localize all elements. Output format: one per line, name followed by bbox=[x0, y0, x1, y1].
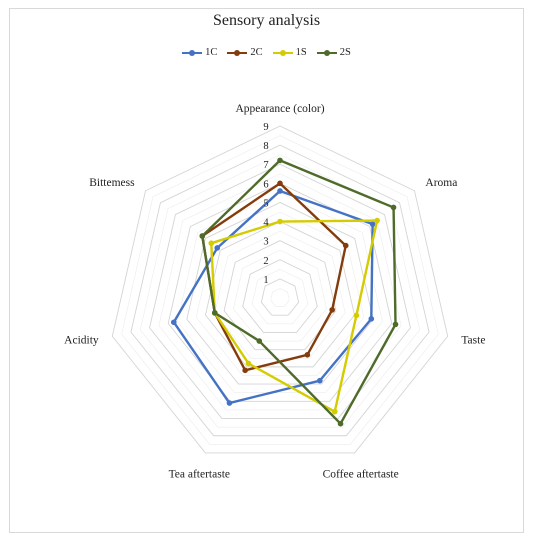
axis-label: Appearance (color) bbox=[235, 103, 324, 115]
axis-label: Taste bbox=[461, 334, 485, 346]
data-point bbox=[392, 321, 399, 328]
scale-label: 3 bbox=[263, 237, 268, 248]
grid-ring bbox=[186, 201, 374, 385]
legend: 1C 2C 1S 2S bbox=[0, 47, 533, 58]
grid-ring bbox=[130, 144, 430, 437]
legend-label: 2S bbox=[339, 47, 351, 58]
data-point bbox=[374, 217, 380, 224]
data-point bbox=[331, 408, 338, 415]
legend-label: 1S bbox=[295, 47, 307, 58]
axis-label: Coffee aftertaste bbox=[323, 469, 399, 481]
grid-ring-minor bbox=[214, 230, 346, 359]
legend-item: 1S bbox=[272, 47, 307, 58]
grid-ring bbox=[111, 125, 449, 454]
data-point bbox=[329, 307, 335, 313]
data-point bbox=[242, 367, 248, 374]
data-point bbox=[337, 420, 344, 427]
grid-ring bbox=[149, 163, 411, 419]
grid-ring-minor bbox=[139, 154, 421, 428]
scale-label: 1 bbox=[263, 275, 268, 286]
scale-labels: 1 2 3 4 5 6 7 8 9 bbox=[263, 122, 269, 286]
legend-swatch bbox=[272, 48, 293, 58]
series-line bbox=[201, 182, 347, 372]
data-point bbox=[256, 338, 263, 344]
data-point bbox=[277, 218, 283, 225]
grid-ring bbox=[223, 240, 337, 351]
data-point bbox=[368, 316, 375, 322]
grid-ring-minor bbox=[195, 211, 365, 376]
chart-frame bbox=[9, 8, 524, 533]
data-point bbox=[369, 221, 376, 227]
series-2S bbox=[199, 157, 399, 427]
scale-label: 7 bbox=[263, 160, 268, 171]
legend-label: 1C bbox=[205, 47, 218, 58]
data-point bbox=[170, 319, 177, 326]
data-point bbox=[211, 310, 218, 316]
grid-ring bbox=[242, 259, 318, 333]
legend-item: 2C bbox=[227, 47, 263, 58]
axis-label: Bittemess bbox=[89, 177, 135, 189]
legend-item: 1C bbox=[182, 47, 217, 58]
data-point bbox=[245, 360, 252, 367]
scale-label: 2 bbox=[263, 256, 268, 267]
data-point bbox=[199, 233, 206, 239]
scale-label: 6 bbox=[263, 179, 268, 190]
series-1S bbox=[208, 217, 380, 415]
data-point bbox=[277, 157, 283, 164]
data-point bbox=[317, 377, 323, 384]
data-point bbox=[226, 400, 233, 406]
grid bbox=[111, 125, 449, 454]
grid-ring-minor bbox=[158, 173, 402, 411]
grid-ring-minor bbox=[177, 192, 383, 394]
legend-swatch bbox=[316, 48, 337, 58]
data-point bbox=[208, 240, 215, 246]
axis-label: Acidity bbox=[64, 334, 99, 346]
scale-label: 9 bbox=[263, 122, 268, 133]
legend-swatch bbox=[182, 48, 203, 58]
data-point bbox=[304, 352, 311, 358]
series-line bbox=[210, 219, 379, 413]
axis-label: Aroma bbox=[425, 177, 457, 189]
scale-label: 4 bbox=[263, 218, 269, 229]
grid-ring-minor bbox=[121, 135, 439, 445]
data-point bbox=[277, 188, 283, 194]
data-point bbox=[342, 242, 349, 249]
axis-labels: Appearance (color) Aroma Taste Coffee after… bbox=[64, 103, 485, 481]
scale-label: 8 bbox=[263, 141, 268, 152]
grid-ring-minor bbox=[233, 249, 327, 342]
series-line bbox=[201, 159, 397, 425]
data-point bbox=[353, 312, 360, 319]
grid-ring-minor bbox=[270, 288, 290, 307]
chart-title: Sensory analysis bbox=[212, 12, 321, 29]
data-point bbox=[390, 204, 397, 211]
legend-swatch bbox=[227, 48, 248, 58]
grid-ring bbox=[260, 278, 300, 316]
legend-item: 2S bbox=[316, 47, 351, 58]
data-point bbox=[214, 245, 221, 251]
scale-label: 5 bbox=[263, 198, 268, 209]
data-point bbox=[277, 180, 283, 187]
legend-label: 2C bbox=[250, 47, 263, 58]
series-2C bbox=[199, 180, 349, 374]
axis-label: Tea aftertaste bbox=[169, 469, 230, 481]
grid-ring-minor bbox=[251, 269, 309, 325]
